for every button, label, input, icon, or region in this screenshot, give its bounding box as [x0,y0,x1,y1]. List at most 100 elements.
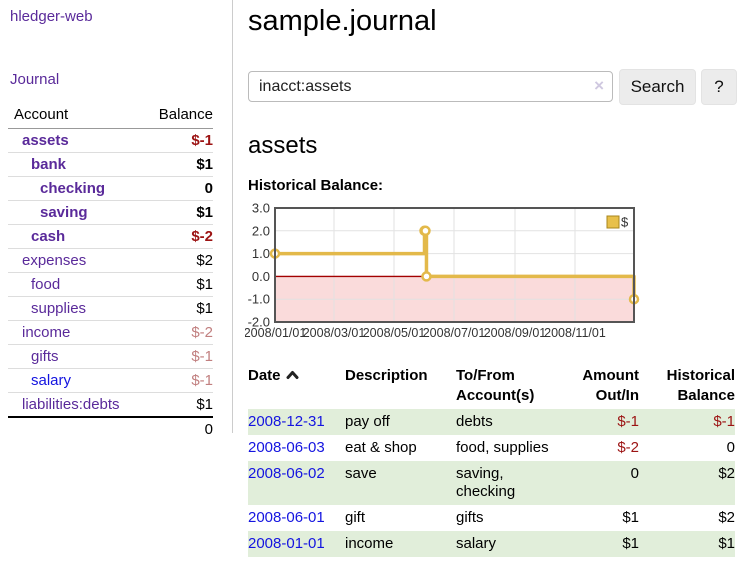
svg-text:-1.0: -1.0 [248,292,270,307]
transaction-balance: $-1 [713,413,735,430]
transaction-amount: $-2 [617,439,639,456]
account-link-income[interactable]: income [22,324,71,341]
transaction-amount: $1 [622,509,639,526]
transaction-description: income [345,535,394,552]
transaction-date-link[interactable]: 2008-06-01 [248,509,325,526]
account-row: liabilities:debts $1 [8,392,213,417]
account-balance: $-2 [141,320,213,345]
transaction-amount: 0 [630,465,639,482]
accounts-header-account: Account [8,103,142,129]
svg-text:2.0: 2.0 [252,223,270,238]
account-link-saving[interactable]: saving [40,204,88,221]
svg-text:0.0: 0.0 [252,269,270,284]
account-link-cash[interactable]: cash [31,228,66,245]
transaction-date-link[interactable]: 2008-12-31 [248,413,325,430]
account-line: gifts [456,509,484,526]
account-balance: $-1 [141,344,213,369]
transaction-date-link[interactable]: 2008-01-01 [248,535,325,552]
clear-search-icon[interactable]: × [594,76,604,95]
account-link-assets[interactable]: assets [22,132,69,149]
account-row: assets $-1 [8,129,213,153]
account-balance: $1 [141,392,213,417]
table-row: 2008-01-01 income salary $1 $1 [248,531,735,557]
register-header-date[interactable]: Date [248,362,345,409]
transaction-description: pay off [345,413,390,430]
account-row: supplies $1 [8,296,213,321]
svg-text:$: $ [621,215,629,230]
transaction-amount: $1 [622,535,639,552]
accounts-total-value: 0 [141,416,213,441]
register-header-balance: Historical Balance [666,367,735,404]
account-line: debts [456,413,493,430]
account-balance: $-2 [141,224,213,249]
transaction-balance: $1 [718,535,735,552]
account-line: saving, [456,465,504,482]
account-link-food[interactable]: food [31,276,61,293]
transaction-accounts: saving, checking [456,461,562,505]
account-link-expenses[interactable]: expenses [22,252,87,269]
register-header-description: Description [345,367,428,384]
transaction-balance: 0 [726,439,735,456]
register-header-amount: Amount Out/In [582,367,639,404]
svg-text:2008/07/01: 2008/07/01 [423,326,486,340]
account-row: gifts $-1 [8,344,213,369]
transaction-accounts: debts [456,409,562,435]
balance-chart[interactable]: $3.0 2.0 1.0 0.0 -1.0 -2.02008/01/012008/03/0… [245,200,742,342]
svg-text:2008/01/01: 2008/01/01 [245,326,306,340]
account-link-checking[interactable]: checking [40,180,106,197]
svg-text:2008/03/01: 2008/03/01 [303,326,366,340]
table-row: 2008-06-02 save saving, checking 0 $2 [248,461,735,505]
help-button[interactable]: ? [701,69,737,105]
account-row: saving $1 [8,200,213,225]
transaction-date-link[interactable]: 2008-06-03 [248,439,325,456]
chart-title: Historical Balance: [248,177,384,194]
transaction-accounts: salary [456,531,562,557]
page-title: sample.journal [248,5,437,37]
account-link-supplies[interactable]: supplies [31,300,87,317]
account-balance: 0 [141,176,213,201]
sidebar-item-journal[interactable]: Journal [10,71,60,88]
svg-text:2008/05/01: 2008/05/01 [363,326,426,340]
account-link-salary[interactable]: salary [31,372,72,389]
transaction-description: save [345,465,377,482]
sort-ascending-icon [286,366,299,386]
account-balance: $1 [141,200,213,225]
account-link-bank[interactable]: bank [31,156,67,173]
account-row: checking 0 [8,176,213,201]
account-balance: $2 [141,248,213,273]
table-row: 2008-06-03 eat & shop food, supplies $-2… [248,435,735,461]
search-input[interactable] [248,71,613,102]
account-balance: $1 [141,272,213,297]
account-line: food, supplies [456,439,549,456]
accounts-table: Account Balance assets $-1 bank $1 check… [8,103,213,441]
sidebar: hledger-web Journal Account Balance asse… [0,0,233,441]
date-header-label: Date [248,367,281,384]
table-row: 2008-12-31 pay off debts $-1 $-1 [248,409,735,435]
account-row: salary $-1 [8,368,213,393]
table-row: 2008-06-01 gift gifts $1 $2 [248,505,735,531]
account-row: income $-2 [8,320,213,345]
transaction-description: eat & shop [345,439,417,456]
svg-text:-2.0: -2.0 [248,315,270,330]
account-balance: $-1 [141,368,213,393]
search-box: × [248,71,613,102]
transaction-accounts: food, supplies [456,435,562,461]
search-button[interactable]: Search [619,69,696,105]
app-brand-link[interactable]: hledger-web [10,8,93,25]
account-row: expenses $2 [8,248,213,273]
account-link-liabilities-debts[interactable]: liabilities:debts [22,396,120,413]
account-row: food $1 [8,272,213,297]
account-link-gifts[interactable]: gifts [31,348,59,365]
transaction-amount: $-1 [617,413,639,430]
account-balance: $-1 [191,132,213,149]
account-line: checking [456,483,516,500]
transaction-description: gift [345,509,366,526]
register-table: Date Description To/From Account(s) Amou… [248,362,735,557]
register-header-account: To/From Account(s) [456,367,535,404]
account-row: bank $1 [8,152,213,177]
svg-text:1.0: 1.0 [252,246,270,261]
transaction-balance: $2 [718,465,735,482]
svg-text:2008/11/01: 2008/11/01 [544,326,606,340]
transaction-date-link[interactable]: 2008-06-02 [248,465,325,482]
account-row: cash $-2 [8,224,213,249]
